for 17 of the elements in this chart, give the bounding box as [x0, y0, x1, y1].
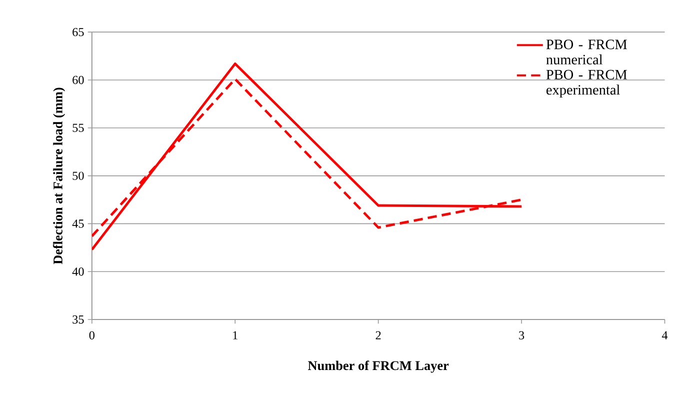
x-tick-label: 2: [376, 331, 381, 340]
y-axis-title: Deflection at Failure load (mm): [52, 88, 66, 264]
y-tick-label: 35: [72, 315, 84, 324]
x-tick-label: 4: [662, 331, 668, 340]
legend-label: PBO - FRCM experimental: [546, 70, 627, 98]
y-tick-label: 50: [72, 171, 84, 180]
legend-label: PBO - FRCM numerical: [546, 39, 627, 64]
y-tick-label: 65: [72, 28, 84, 36]
y-tick-label: 55: [72, 124, 84, 132]
x-axis-title: Number of FRCM Layer: [308, 360, 449, 373]
x-tick-label: 3: [519, 331, 524, 340]
y-tick-label: 60: [72, 76, 84, 84]
y-tick-label: 45: [72, 219, 84, 228]
y-tick-label: 40: [72, 267, 84, 276]
x-tick-label: 1: [233, 331, 238, 340]
line-series: [92, 62, 523, 251]
x-tick-label: 0: [89, 331, 94, 340]
